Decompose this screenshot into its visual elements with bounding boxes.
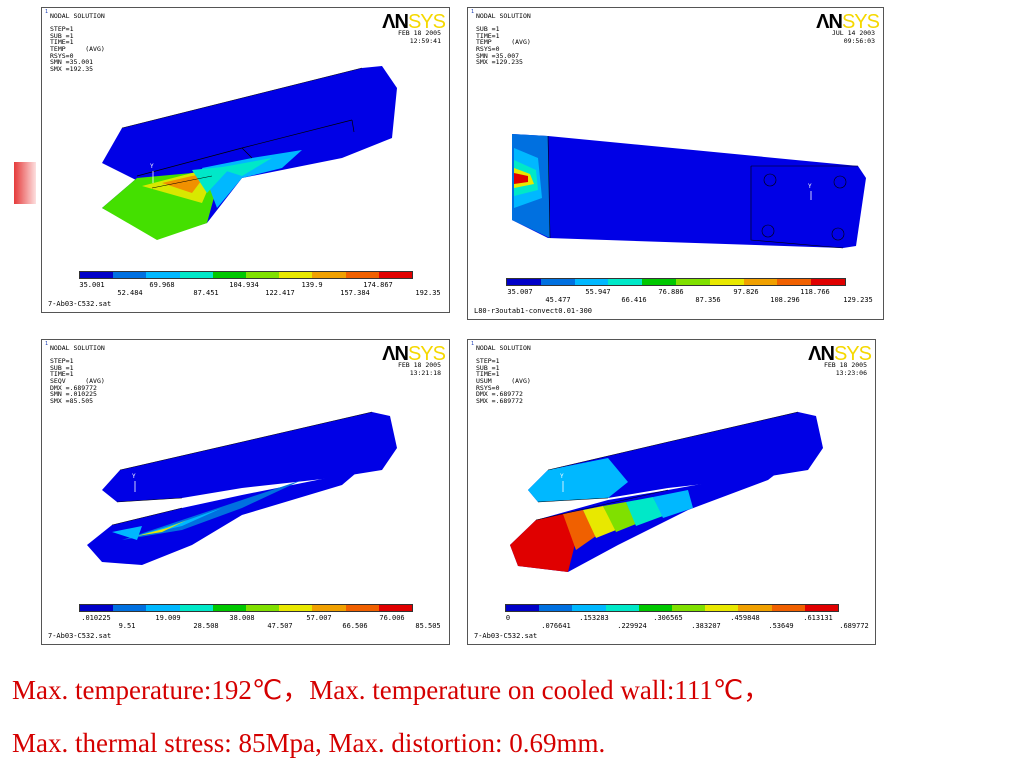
- panel-temperature-1: 1 NODAL SOLUTION STEP=1 SUB =1 TIME=1 TE…: [41, 7, 450, 313]
- panel-thermal-stress: 1 NODAL SOLUTION STEP=1 SUB =1 TIME=1 SE…: [41, 339, 450, 645]
- legend-label: 9.51: [118, 622, 136, 630]
- legend-label: 76.006: [379, 614, 405, 622]
- legend-label: 104.934: [229, 281, 259, 289]
- model-filename: L80-r3outab1-convect0.01-300: [474, 307, 593, 315]
- timestamp: FEB 18 2005 13:21:18: [397, 361, 441, 377]
- caption-line-2: Max. thermal stress: 85Mpa, Max. distort…: [12, 728, 606, 758]
- legend-label: 118.766: [800, 288, 830, 296]
- legend-label: 45.477: [545, 296, 571, 304]
- fe-model-thermal-stress: Y: [87, 411, 397, 565]
- svg-text:Y: Y: [560, 473, 564, 480]
- panel-number: 1: [471, 341, 475, 347]
- solution-header: NODAL SOLUTION STEP=1 SUB =1 TIME=1 USUM…: [476, 344, 531, 405]
- timestamp: FEB 18 2005 12:59:41: [397, 29, 441, 45]
- fe-model-distortion: Y: [510, 411, 823, 572]
- legend-label: 129.235: [843, 296, 873, 304]
- color-legend: [79, 604, 413, 612]
- timestamp: JUL 14 2003 09:56:03: [831, 29, 875, 45]
- panel-distortion: 1 NODAL SOLUTION STEP=1 SUB =1 TIME=1 US…: [467, 339, 876, 645]
- legend-label: 97.826: [733, 288, 759, 296]
- legend-label: 192.35: [415, 289, 441, 297]
- legend-label: .076641: [541, 622, 571, 630]
- legend-label: 157.384: [340, 289, 370, 297]
- legend-label: .229924: [617, 622, 647, 630]
- legend-label: 47.507: [267, 622, 293, 630]
- solution-header: NODAL SOLUTION STEP=1 SUB =1 TIME=1 SEQV…: [50, 344, 105, 405]
- legend-label: 139.9: [301, 281, 323, 289]
- panel-number: 1: [45, 341, 49, 347]
- solution-header: NODAL SOLUTION SUB =1 TIME=1 TEMP (AVG) …: [476, 12, 531, 67]
- model-filename: 7-Ab03-C532.sat: [48, 632, 112, 640]
- ansys-logo: ΛNSYS: [382, 11, 446, 33]
- legend-label: 108.296: [770, 296, 800, 304]
- legend-label: 28.508: [193, 622, 219, 630]
- legend-label: 87.451: [193, 289, 219, 297]
- decorative-red-accent: [14, 162, 36, 204]
- model-filename: 7-Ab03-C532.sat: [48, 300, 112, 308]
- color-legend: [505, 604, 839, 612]
- svg-text:Y: Y: [132, 473, 136, 480]
- ansys-logo: ΛNSYS: [808, 343, 872, 365]
- legend-label: .53649: [768, 622, 794, 630]
- legend-label: 19.009: [155, 614, 181, 622]
- legend-label: .153283: [579, 614, 609, 622]
- legend-label: 0: [505, 614, 511, 622]
- legend-label: 69.968: [149, 281, 175, 289]
- model-filename: 7-Ab03-C532.sat: [474, 632, 538, 640]
- legend-label: .613131: [803, 614, 833, 622]
- svg-text:Y: Y: [150, 163, 154, 170]
- caption-line-1: Max. temperature:192℃，Max. temperature o…: [12, 675, 771, 705]
- ansys-logo: ΛNSYS: [382, 343, 446, 365]
- legend-label: 122.417: [265, 289, 295, 297]
- fe-model-cooled-wall: Y: [512, 134, 866, 249]
- fe-model-temperature: Y: [102, 66, 397, 240]
- svg-text:Y: Y: [808, 183, 812, 190]
- legend-label: .010225: [81, 614, 111, 622]
- legend-label: 87.356: [695, 296, 721, 304]
- ansys-logo: ΛNSYS: [816, 11, 880, 33]
- legend-label: 38.008: [229, 614, 255, 622]
- timestamp: FEB 18 2005 13:23:06: [823, 361, 867, 377]
- panel-number: 1: [471, 9, 475, 15]
- legend-label: 76.886: [658, 288, 684, 296]
- legend-label: 66.506: [342, 622, 368, 630]
- legend-label: 35.007: [507, 288, 533, 296]
- legend-label: .383207: [691, 622, 721, 630]
- legend-label: .459848: [730, 614, 760, 622]
- legend-label: .689772: [839, 622, 869, 630]
- legend-label: 66.416: [621, 296, 647, 304]
- legend-label: 57.007: [306, 614, 332, 622]
- color-legend: [506, 278, 846, 286]
- panel-temperature-2: 1 NODAL SOLUTION SUB =1 TIME=1 TEMP (AVG…: [467, 7, 884, 320]
- legend-label: .306565: [653, 614, 683, 622]
- legend-label: 85.505: [415, 622, 441, 630]
- color-legend: [79, 271, 413, 279]
- solution-header: NODAL SOLUTION STEP=1 SUB =1 TIME=1 TEMP…: [50, 12, 105, 73]
- legend-label: 35.001: [79, 281, 105, 289]
- legend-label: 55.947: [585, 288, 611, 296]
- legend-label: 174.867: [363, 281, 393, 289]
- panel-number: 1: [45, 9, 49, 15]
- legend-label: 52.484: [117, 289, 143, 297]
